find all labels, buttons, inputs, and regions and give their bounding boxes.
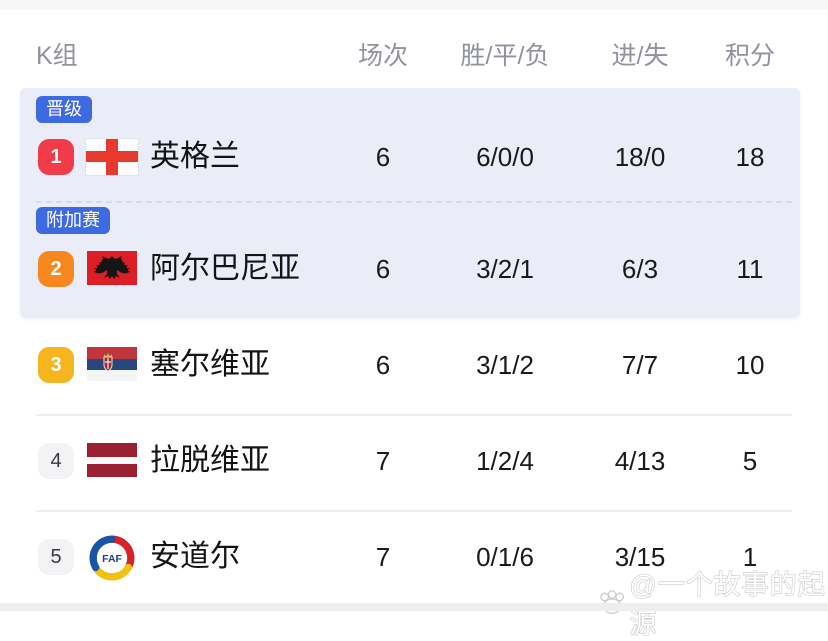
points-value: 11 <box>736 254 764 284</box>
group-title: K组 <box>36 42 78 70</box>
matches-value: 7 <box>375 446 391 476</box>
watermark: du @一个故事的起源 <box>598 563 828 641</box>
team-name: 阿尔巴尼亚 <box>150 252 300 285</box>
points-value: 10 <box>735 350 765 380</box>
latvia-flag-icon <box>86 443 138 477</box>
goals-value: 6/3 <box>621 254 659 284</box>
goals-value: 3/15 <box>614 542 666 572</box>
rank-badge: 2 <box>38 251 74 287</box>
england-flag-icon <box>85 138 139 176</box>
rank-badge: 4 <box>38 443 74 479</box>
wdl-value: 6/0/0 <box>476 142 534 172</box>
rank-badge: 1 <box>38 139 74 175</box>
points-value: 1 <box>742 542 758 572</box>
rank-badge: 5 <box>38 539 74 575</box>
goals-value: 7/7 <box>621 350 659 380</box>
top-divider-strip <box>0 0 828 10</box>
column-header-win-draw-loss: 胜/平/负 <box>460 42 550 70</box>
dashed-row-divider <box>36 201 792 203</box>
faf-logo-label: FAF <box>102 554 122 565</box>
bottom-divider-strip <box>0 603 828 611</box>
goals-value: 4/13 <box>614 446 666 476</box>
status-badge-promoted: 晋级 <box>36 96 92 123</box>
column-header-points: 积分 <box>724 42 775 70</box>
matches-value: 6 <box>375 254 391 284</box>
team-name: 塞尔维亚 <box>150 348 270 381</box>
serbia-flag-icon <box>86 347 138 381</box>
wdl-value: 0/1/6 <box>476 542 534 572</box>
row-divider <box>36 510 792 512</box>
paw-icon: du <box>600 590 624 614</box>
matches-value: 6 <box>375 350 391 380</box>
albania-flag-icon <box>86 251 138 285</box>
row-divider <box>36 414 792 416</box>
goals-value: 18/0 <box>614 142 666 172</box>
matches-value: 6 <box>375 142 391 172</box>
wdl-value: 1/2/4 <box>476 446 534 476</box>
team-name: 拉脱维亚 <box>150 444 270 477</box>
watermark-text: @一个故事的起源 <box>629 569 826 639</box>
team-name: 英格兰 <box>150 140 240 173</box>
andorra-faf-logo-icon: FAF <box>86 535 138 581</box>
column-header-goals: 进/失 <box>611 42 669 70</box>
wdl-value: 3/2/1 <box>476 254 534 284</box>
wdl-value: 3/1/2 <box>476 350 534 380</box>
matches-value: 7 <box>375 542 391 572</box>
points-value: 5 <box>742 446 758 476</box>
points-value: 18 <box>735 142 765 172</box>
status-badge-playoff: 附加赛 <box>36 207 110 234</box>
team-name: 安道尔 <box>150 540 240 573</box>
column-header-matches: 场次 <box>357 42 408 70</box>
rank-badge: 3 <box>38 347 74 383</box>
